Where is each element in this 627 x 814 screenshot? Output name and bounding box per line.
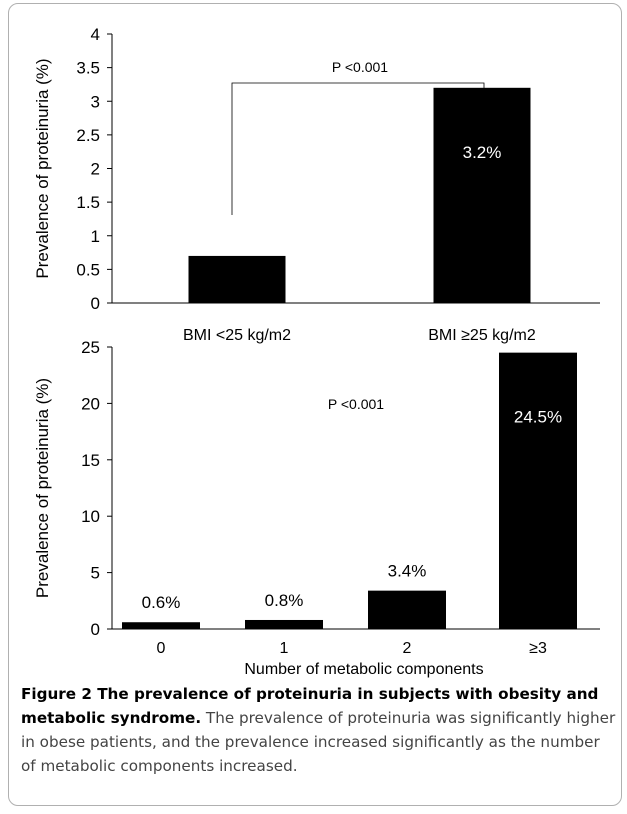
chart2-bar [368, 590, 446, 629]
chart2-bar [122, 622, 200, 629]
chart1-bar [433, 87, 531, 303]
chart2-data-label: 0.8% [265, 591, 304, 610]
chart1-y-axis-title: Prevalence of proteinuria (%) [33, 58, 52, 278]
chart2-data-label: 3.4% [388, 562, 427, 581]
chart2-y-tick-label: 5 [91, 564, 100, 583]
chart2-y-axis-title: Prevalence of proteinuria (%) [33, 378, 52, 598]
chart1-y-tick-label: 1.5 [76, 193, 100, 212]
chart2-category-label: ≥3 [529, 640, 547, 657]
figure-caption: Figure 2 The prevalence of proteinuria i… [21, 682, 617, 778]
chart2-category-label: 0 [157, 640, 166, 657]
chart1-y-tick-label: 0 [91, 294, 100, 313]
figure-charts: 0 0.5 1 1.5 2 2.5 3 3.5 4 Prevalence of proteinur… [33, 25, 600, 678]
chart2-bar [499, 352, 577, 629]
chart1-y-tick-label: 2 [91, 160, 100, 179]
chart1-y-tick-label: 1 [91, 227, 100, 246]
chart2-y-tick-label: 25 [81, 338, 100, 357]
figure-frame [8, 3, 622, 806]
chart1-p-value-annotation: P <0.001 [332, 59, 388, 75]
chart1-significance-bracket [231, 82, 485, 215]
chart1-data-label: 3.2% [463, 143, 502, 162]
chart2-y-tick-label: 20 [81, 394, 100, 413]
chart2-data-label: 0.6% [142, 593, 181, 612]
chart2-y-tick-label: 0 [91, 620, 100, 639]
chart2-category-label: 1 [280, 640, 289, 657]
chart1-y-tick-label: 3.5 [76, 59, 100, 78]
chart2-x-axis-title: Number of metabolic components [244, 661, 483, 678]
chart1-y-tick-label: 2.5 [76, 126, 100, 145]
chart1-category-label: BMI ≥25 kg/m2 [428, 327, 536, 344]
chart2-p-value-annotation: P <0.001 [328, 396, 384, 412]
chart2-category-label: 2 [403, 640, 412, 657]
chart1-y-tick-label: 3 [91, 92, 100, 111]
chart1-category-label: BMI <25 kg/m2 [183, 327, 291, 344]
chart2-y-tick-label: 10 [81, 507, 100, 526]
chart1-y-tick-label: 0.5 [76, 260, 100, 279]
chart1-bar [188, 255, 286, 303]
chart2-data-label: 24.5% [514, 408, 562, 427]
chart2-y-tick-label: 15 [81, 451, 100, 470]
caption-text: The prevalence of proteinuria was signif… [21, 709, 616, 775]
caption-title: Figure 2 The prevalence of proteinuria i… [21, 685, 599, 727]
chart1-y-tick-label: 4 [91, 25, 100, 44]
chart2-bar [245, 619, 323, 629]
